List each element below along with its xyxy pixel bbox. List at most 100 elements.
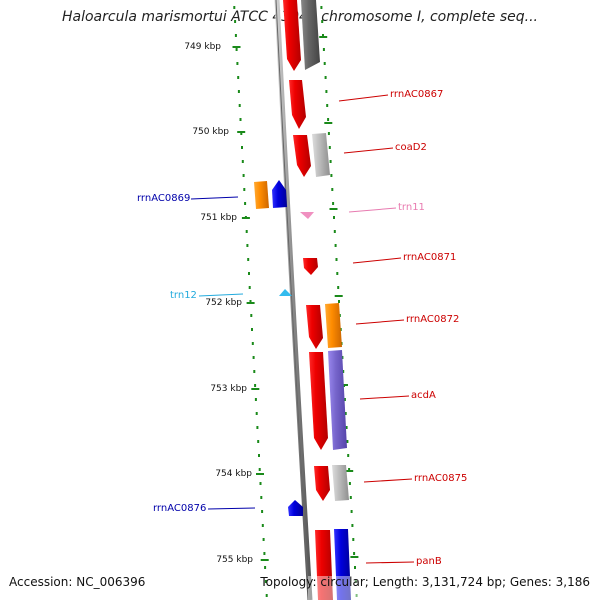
- tick-dot: [334, 244, 337, 247]
- tick-dot: [347, 454, 350, 457]
- gene-feature[interactable]: [306, 305, 323, 349]
- tick-label: 749 kbp: [184, 42, 221, 52]
- major-tick: [324, 122, 333, 124]
- gene-feature[interactable]: [254, 181, 269, 209]
- tick-dot: [326, 104, 329, 107]
- tick-dot: [335, 258, 338, 261]
- tick-dot: [240, 132, 243, 135]
- gene-feature[interactable]: [293, 135, 311, 177]
- tick-dot: [242, 174, 245, 177]
- tick-dot: [327, 118, 330, 121]
- tick-dot: [251, 328, 253, 331]
- tick-dot: [237, 90, 240, 93]
- tick-dot: [321, 20, 324, 23]
- chromosome-backbone: [274, 0, 313, 600]
- tick-dot: [238, 104, 241, 107]
- major-tick: [350, 556, 359, 558]
- major-tick: [237, 131, 246, 133]
- tick-dot: [338, 300, 340, 303]
- tick-label: 751 kbp: [200, 213, 237, 223]
- gene-label[interactable]: rrnAC0876: [153, 503, 207, 514]
- gene-feature[interactable]: [272, 180, 287, 208]
- left-tick-track: [232, 6, 269, 597]
- tick-dot: [343, 398, 346, 401]
- tick-dot: [329, 160, 332, 163]
- tick-dot: [248, 286, 251, 289]
- tick-dot: [322, 48, 325, 51]
- gene-label[interactable]: rrnAC0867: [390, 89, 444, 100]
- gene-label[interactable]: trn11: [398, 202, 425, 213]
- tick-dot: [234, 20, 237, 23]
- tick-dot: [260, 496, 263, 499]
- tick-dot: [351, 524, 354, 527]
- tick-dot: [323, 62, 326, 65]
- tick-dot: [261, 510, 264, 513]
- gene-label[interactable]: acdA: [411, 390, 436, 401]
- gene-feature[interactable]: [328, 350, 347, 450]
- tick-dot: [248, 272, 250, 275]
- gene-feature[interactable]: [334, 529, 351, 600]
- tick-dot: [354, 580, 357, 583]
- tick-dot: [253, 370, 256, 373]
- tick-dot: [348, 482, 351, 485]
- tick-dot: [244, 202, 247, 205]
- tick-dot: [251, 342, 254, 345]
- gene-feature[interactable]: [314, 466, 330, 501]
- gene-feature[interactable]: [312, 133, 330, 177]
- tick-dot: [325, 90, 328, 93]
- tick-dot: [322, 34, 324, 37]
- tick-dot: [257, 440, 260, 443]
- gene-feature[interactable]: [309, 352, 328, 450]
- tick-dot: [354, 566, 356, 569]
- gene-label[interactable]: rrnAC0869: [137, 193, 191, 204]
- major-tick: [241, 217, 250, 219]
- tick-label: 750 kbp: [192, 127, 229, 137]
- tick-dot: [324, 76, 327, 79]
- tick-dot: [348, 468, 351, 471]
- major-tick: [329, 208, 338, 210]
- major-tick: [319, 36, 328, 38]
- major-tick: [251, 388, 260, 390]
- tick-dot: [342, 370, 345, 373]
- trna-feature[interactable]: [300, 212, 314, 219]
- tick-dot: [239, 118, 242, 121]
- gene-feature[interactable]: [288, 500, 303, 516]
- tick-dot: [333, 230, 336, 233]
- tick-dot: [327, 132, 330, 135]
- trna-feature[interactable]: [279, 289, 292, 296]
- tick-dot: [233, 6, 236, 9]
- gene-label[interactable]: coaD2: [395, 142, 427, 153]
- tick-dot: [261, 524, 264, 527]
- tick-label: 753 kbp: [210, 384, 247, 394]
- tick-dot: [352, 538, 355, 541]
- tick-dot: [243, 188, 246, 191]
- gene-feature[interactable]: [303, 258, 318, 275]
- right-tick-track: [319, 6, 359, 597]
- tick-dot: [345, 426, 348, 429]
- tick-dot: [234, 34, 237, 37]
- gene-label[interactable]: trn12: [170, 290, 197, 301]
- tick-dot: [237, 76, 240, 79]
- tick-dot: [247, 258, 250, 261]
- tick-dot: [265, 594, 268, 597]
- gene-label[interactable]: panB: [416, 556, 442, 567]
- gene-feature[interactable]: [283, 0, 301, 71]
- gene-label[interactable]: rrnAC0875: [414, 473, 468, 484]
- major-tick: [334, 295, 343, 297]
- tick-dot: [264, 580, 267, 583]
- gene-feature[interactable]: [325, 303, 342, 348]
- tick-dot: [346, 440, 349, 443]
- tick-dot: [258, 454, 260, 457]
- gene-feature[interactable]: [315, 530, 333, 600]
- gene-label[interactable]: rrnAC0871: [403, 252, 457, 263]
- tick-dot: [252, 356, 255, 359]
- gene-feature[interactable]: [289, 80, 306, 129]
- gene-feature[interactable]: [301, 0, 320, 70]
- major-tick: [260, 559, 269, 561]
- gene-label[interactable]: rrnAC0872: [406, 314, 460, 325]
- tick-dot: [235, 48, 238, 51]
- tick-dot: [341, 356, 344, 359]
- gene-feature[interactable]: [332, 465, 349, 501]
- tick-dot: [355, 594, 358, 597]
